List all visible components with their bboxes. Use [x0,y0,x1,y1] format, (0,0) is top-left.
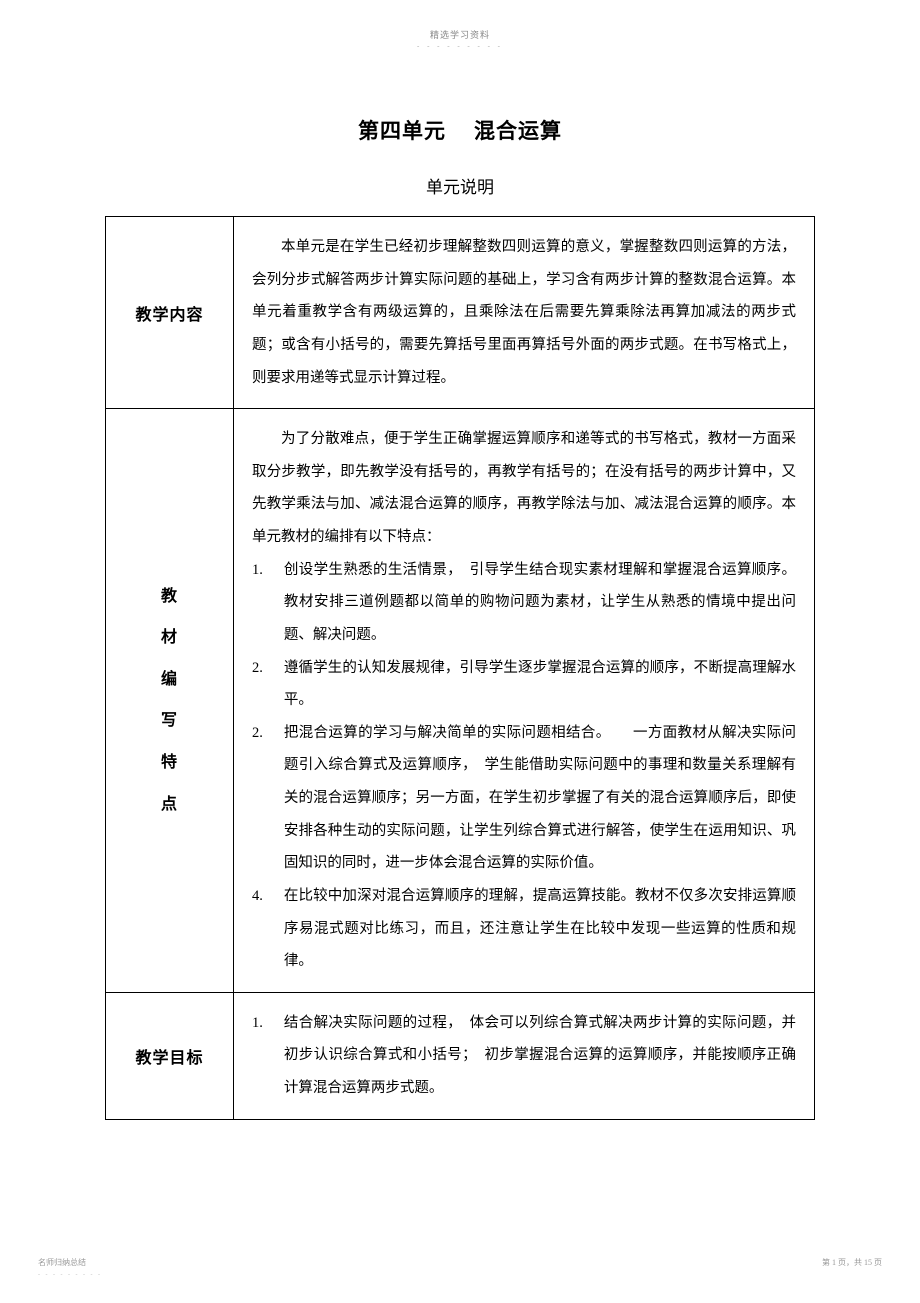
title-part2: 混合运算 [474,119,562,143]
footer-page-number: 第 1 页，共 15 页 [822,1257,882,1268]
content-table: 教学内容 本单元是在学生已经初步理解整数四则运算的意义，掌握整数四则运算的方法，… [105,216,815,1120]
label-char: 教 [161,588,178,605]
list-item: 1. 结合解决实际问题的过程， 体会可以列综合算式解决两步计算的实际问题，并初步认… [252,1007,796,1105]
footer-left: 名师归纳总结 [38,1257,86,1268]
label-char: 点 [161,796,178,813]
paragraph: 本单元是在学生已经初步理解整数四则运算的意义，掌握整数四则运算的方法，会列分步式… [252,231,796,394]
row-content: 1. 结合解决实际问题的过程， 体会可以列综合算式解决两步计算的实际问题，并初步认… [234,992,815,1119]
subtitle: 单元说明 [105,173,815,198]
list-item: 1. 创设学生熟悉的生活情景， 引导学生结合现实素材理解和掌握混合运算顺序。教材安… [252,554,796,652]
title-part1: 第四单元 [358,119,446,143]
numbered-list: 1. 结合解决实际问题的过程， 体会可以列综合算式解决两步计算的实际问题，并初步认… [252,1007,796,1105]
item-text: 把混合运算的学习与解决简单的实际问题相结合。 一方面教材从解决实际问题引入综合算… [284,725,796,872]
row-label-material-features: 教 材 编 写 特 点 [106,409,234,993]
item-number: 2. [252,652,263,685]
label-char: 特 [161,754,178,771]
label-char: 编 [161,671,178,688]
table-row: 教学目标 1. 结合解决实际问题的过程， 体会可以列综合算式解决两步计算的实际问题… [106,992,815,1119]
row-content: 本单元是在学生已经初步理解整数四则运算的意义，掌握整数四则运算的方法，会列分步式… [234,217,815,409]
document-content: 第四单元 混合运算 单元说明 教学内容 本单元是在学生已经初步理解整数四则运算的意… [105,115,815,1120]
list-item: 4. 在比较中加深对混合运算顺序的理解，提高运算技能。教材不仅多次安排运算顺序易混… [252,880,796,978]
table-row: 教 材 编 写 特 点 为了分散难点，便于学生正确掌握运算顺序和递等式的书写格式… [106,409,815,993]
table-row: 教学内容 本单元是在学生已经初步理解整数四则运算的意义，掌握整数四则运算的方法，… [106,217,815,409]
item-text: 在比较中加深对混合运算顺序的理解，提高运算技能。教材不仅多次安排运算顺序易混式题… [284,888,796,969]
list-item: 2. 遵循学生的认知发展规律，引导学生逐步掌握混合运算的顺序，不断提高理解水平。 [252,652,796,717]
item-text: 遵循学生的认知发展规律，引导学生逐步掌握混合运算的顺序，不断提高理解水平。 [284,660,796,709]
paragraph: 为了分散难点，便于学生正确掌握运算顺序和递等式的书写格式，教材一方面采取分步教学… [252,423,796,554]
list-item: 2. 把混合运算的学习与解决简单的实际问题相结合。 一方面教材从解决实际问题引入综… [252,717,796,880]
item-number: 1. [252,554,263,587]
footer-left-dots: - - - - - - - - - [38,1272,102,1278]
row-label-teaching-goals: 教学目标 [106,992,234,1119]
numbered-list: 1. 创设学生熟悉的生活情景， 引导学生结合现实素材理解和掌握混合运算顺序。教材安… [252,554,796,978]
row-label-teaching-content: 教学内容 [106,217,234,409]
header-dots: - - - - - - - - - [417,42,503,50]
row-content: 为了分散难点，便于学生正确掌握运算顺序和递等式的书写格式，教材一方面采取分步教学… [234,409,815,993]
item-text: 创设学生熟悉的生活情景， 引导学生结合现实素材理解和掌握混合运算顺序。教材安排三… [284,562,796,643]
item-number: 2. [252,717,263,750]
header-label: 精选学习资料 [430,28,490,41]
label-char: 写 [161,712,178,729]
main-title: 第四单元 混合运算 [105,115,815,145]
label-char: 材 [161,629,178,646]
item-number: 4. [252,880,263,913]
item-number: 1. [252,1007,263,1040]
item-text: 结合解决实际问题的过程， 体会可以列综合算式解决两步计算的实际问题，并初步认识综… [284,1015,796,1096]
